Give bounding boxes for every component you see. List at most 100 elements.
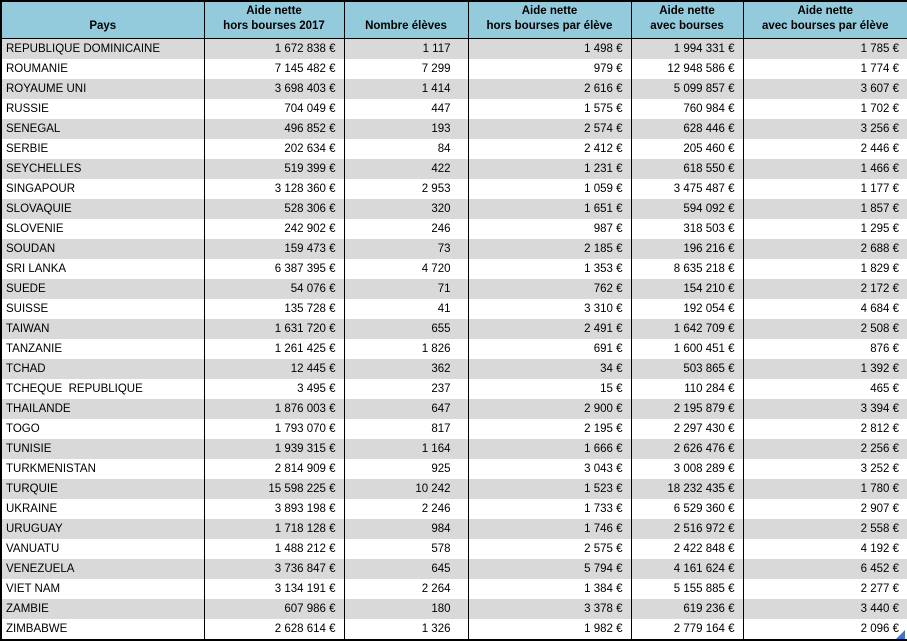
cell-aide_nette_hors_bourses_2017[interactable]: 3 134 191 € [203,579,345,599]
cell-pays[interactable]: TURKMENISTAN [0,459,205,479]
cell-nombre_eleves[interactable]: 1 414 [343,79,469,99]
cell-nombre_eleves[interactable]: 41 [343,299,469,319]
cell-nombre_eleves[interactable]: 647 [343,399,469,419]
cell-nombre_eleves[interactable]: 2 246 [343,499,469,519]
cell-aide_nette_avec_bourses_par_eleve[interactable]: 2 907 € [742,499,907,519]
cell-aide_nette_hors_bourses_2017[interactable]: 607 986 € [203,599,345,619]
cell-aide_nette_hors_bourses_2017[interactable]: 54 076 € [203,279,345,299]
cell-nombre_eleves[interactable]: 2 953 [343,179,469,199]
cell-pays[interactable]: TCHEQUE REPUBLIQUE [0,379,205,399]
cell-aide_nette_avec_bourses_par_eleve[interactable]: 2 688 € [742,239,907,259]
cell-nombre_eleves[interactable]: 925 [343,459,469,479]
cell-nombre_eleves[interactable]: 10 242 [343,479,469,499]
cell-aide_nette_hors_bourses_par_eleve[interactable]: 1 059 € [467,179,632,199]
cell-aide_nette_hors_bourses_par_eleve[interactable]: 1 231 € [467,159,632,179]
cell-aide_nette_avec_bourses[interactable]: 503 865 € [630,359,744,379]
cell-aide_nette_avec_bourses_par_eleve[interactable]: 2 172 € [742,279,907,299]
cell-nombre_eleves[interactable]: 422 [343,159,469,179]
cell-aide_nette_avec_bourses_par_eleve[interactable]: 6 452 € [742,559,907,579]
cell-aide_nette_hors_bourses_2017[interactable]: 15 598 225 € [203,479,345,499]
cell-pays[interactable]: ROYAUME UNI [0,79,205,99]
cell-aide_nette_hors_bourses_2017[interactable]: 3 698 403 € [203,79,345,99]
cell-pays[interactable]: UKRAINE [0,499,205,519]
cell-aide_nette_avec_bourses[interactable]: 12 948 586 € [630,59,744,79]
cell-aide_nette_hors_bourses_par_eleve[interactable]: 1 982 € [467,619,632,640]
cell-nombre_eleves[interactable]: 237 [343,379,469,399]
cell-aide_nette_hors_bourses_par_eleve[interactable]: 691 € [467,339,632,359]
cell-aide_nette_avec_bourses[interactable]: 154 210 € [630,279,744,299]
cell-aide_nette_hors_bourses_2017[interactable]: 3 128 360 € [203,179,345,199]
cell-nombre_eleves[interactable]: 4 720 [343,259,469,279]
cell-aide_nette_avec_bourses_par_eleve[interactable]: 2 256 € [742,439,907,459]
cell-aide_nette_hors_bourses_2017[interactable]: 1 261 425 € [203,339,345,359]
cell-aide_nette_avec_bourses[interactable]: 2 779 164 € [630,619,744,640]
cell-pays[interactable]: SENEGAL [0,119,205,139]
cell-aide_nette_avec_bourses_par_eleve[interactable]: 2 812 € [742,419,907,439]
cell-pays[interactable]: THAILANDE [0,399,205,419]
cell-aide_nette_hors_bourses_par_eleve[interactable]: 979 € [467,59,632,79]
cell-aide_nette_avec_bourses_par_eleve[interactable]: 465 € [742,379,907,399]
cell-aide_nette_avec_bourses_par_eleve[interactable]: 4 192 € [742,539,907,559]
cell-aide_nette_avec_bourses[interactable]: 760 984 € [630,99,744,119]
cell-aide_nette_avec_bourses_par_eleve[interactable]: 2 277 € [742,579,907,599]
cell-aide_nette_hors_bourses_2017[interactable]: 202 634 € [203,139,345,159]
column-header-aide-nette-avec-bourses[interactable]: Aide nette avec bourses [630,0,744,39]
cell-aide_nette_avec_bourses[interactable]: 3 008 289 € [630,459,744,479]
cell-aide_nette_avec_bourses_par_eleve[interactable]: 2 446 € [742,139,907,159]
cell-pays[interactable]: SUEDE [0,279,205,299]
cell-aide_nette_avec_bourses[interactable]: 619 236 € [630,599,744,619]
cell-aide_nette_hors_bourses_par_eleve[interactable]: 2 491 € [467,319,632,339]
cell-aide_nette_avec_bourses[interactable]: 5 155 885 € [630,579,744,599]
cell-aide_nette_avec_bourses_par_eleve[interactable]: 1 785 € [742,38,907,59]
cell-aide_nette_hors_bourses_par_eleve[interactable]: 1 353 € [467,259,632,279]
cell-aide_nette_hors_bourses_par_eleve[interactable]: 1 746 € [467,519,632,539]
cell-aide_nette_avec_bourses_par_eleve[interactable]: 1 295 € [742,219,907,239]
cell-aide_nette_hors_bourses_2017[interactable]: 12 445 € [203,359,345,379]
cell-aide_nette_hors_bourses_par_eleve[interactable]: 1 498 € [467,38,632,59]
cell-aide_nette_avec_bourses[interactable]: 2 297 430 € [630,419,744,439]
cell-aide_nette_hors_bourses_2017[interactable]: 1 876 003 € [203,399,345,419]
cell-aide_nette_avec_bourses_par_eleve[interactable]: 1 392 € [742,359,907,379]
cell-nombre_eleves[interactable]: 2 264 [343,579,469,599]
cell-aide_nette_avec_bourses[interactable]: 18 232 435 € [630,479,744,499]
cell-nombre_eleves[interactable]: 1 826 [343,339,469,359]
cell-pays[interactable]: RUSSIE [0,99,205,119]
cell-aide_nette_avec_bourses_par_eleve[interactable]: 1 702 € [742,99,907,119]
cell-aide_nette_avec_bourses[interactable]: 196 216 € [630,239,744,259]
cell-aide_nette_avec_bourses_par_eleve[interactable]: 2 558 € [742,519,907,539]
cell-pays[interactable]: TAIWAN [0,319,205,339]
cell-nombre_eleves[interactable]: 447 [343,99,469,119]
cell-aide_nette_hors_bourses_2017[interactable]: 7 145 482 € [203,59,345,79]
cell-aide_nette_avec_bourses[interactable]: 2 516 972 € [630,519,744,539]
cell-aide_nette_hors_bourses_par_eleve[interactable]: 987 € [467,219,632,239]
cell-pays[interactable]: VENEZUELA [0,559,205,579]
cell-aide_nette_avec_bourses[interactable]: 1 600 451 € [630,339,744,359]
cell-aide_nette_avec_bourses[interactable]: 1 994 331 € [630,38,744,59]
cell-aide_nette_avec_bourses[interactable]: 8 635 218 € [630,259,744,279]
cell-aide_nette_hors_bourses_2017[interactable]: 519 399 € [203,159,345,179]
cell-pays[interactable]: ZAMBIE [0,599,205,619]
cell-pays[interactable]: TOGO [0,419,205,439]
cell-aide_nette_hors_bourses_par_eleve[interactable]: 3 378 € [467,599,632,619]
cell-aide_nette_avec_bourses_par_eleve[interactable]: 1 857 € [742,199,907,219]
cell-aide_nette_hors_bourses_par_eleve[interactable]: 1 523 € [467,479,632,499]
cell-aide_nette_hors_bourses_2017[interactable]: 1 939 315 € [203,439,345,459]
cell-aide_nette_hors_bourses_2017[interactable]: 496 852 € [203,119,345,139]
cell-nombre_eleves[interactable]: 71 [343,279,469,299]
column-header-aide-nette-avec-bourses-par-eleve[interactable]: Aide nette avec bourses par élève [742,0,907,39]
cell-aide_nette_avec_bourses_par_eleve[interactable]: 1 177 € [742,179,907,199]
cell-pays[interactable]: SRI LANKA [0,259,205,279]
cell-pays[interactable]: TCHAD [0,359,205,379]
cell-pays[interactable]: SUISSE [0,299,205,319]
cell-aide_nette_hors_bourses_2017[interactable]: 2 628 614 € [203,619,345,640]
column-header-pays[interactable]: Pays [0,0,205,39]
cell-aide_nette_hors_bourses_2017[interactable]: 159 473 € [203,239,345,259]
cell-nombre_eleves[interactable]: 7 299 [343,59,469,79]
cell-aide_nette_hors_bourses_2017[interactable]: 1 631 720 € [203,319,345,339]
cell-aide_nette_hors_bourses_2017[interactable]: 1 793 070 € [203,419,345,439]
cell-pays[interactable]: SLOVAQUIE [0,199,205,219]
cell-aide_nette_hors_bourses_2017[interactable]: 242 902 € [203,219,345,239]
cell-pays[interactable]: ROUMANIE [0,59,205,79]
cell-pays[interactable]: VANUATU [0,539,205,559]
cell-pays[interactable]: SLOVENIE [0,219,205,239]
